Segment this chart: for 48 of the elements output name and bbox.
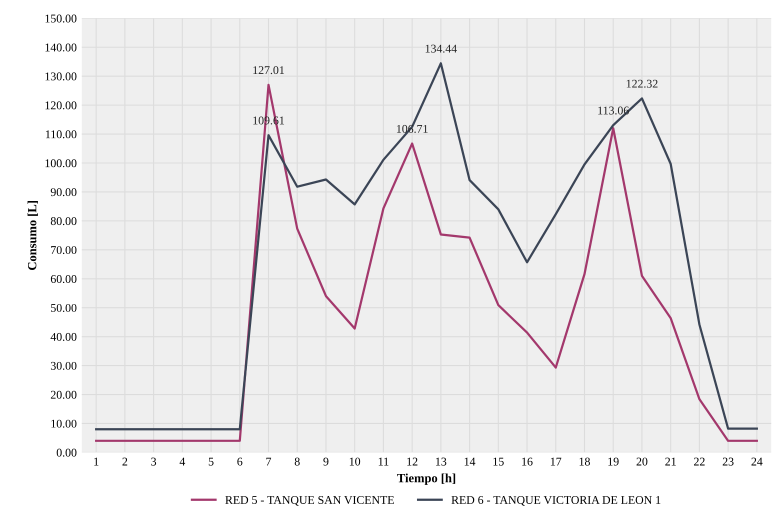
x-tick-label: 24 (751, 458, 763, 466)
y-tick-label: 70.00 (51, 246, 76, 254)
x-tick-label: 6 (237, 458, 242, 466)
x-tick-label: 8 (294, 458, 300, 466)
y-tick-label: 40.00 (50, 332, 76, 341)
y-tick-label: 140.00 (46, 43, 76, 52)
x-tick-label: 19 (608, 458, 619, 466)
x-tick-label: 21 (665, 458, 676, 466)
y-tick-label: 20.00 (50, 390, 76, 399)
x-axis-title: Tiempo [h] (397, 474, 456, 485)
x-tick-label: 2 (122, 458, 128, 466)
x-tick-label: 14 (464, 458, 476, 466)
y-tick-label: 0.00 (56, 448, 76, 457)
y-tick-label: 130.00 (46, 72, 76, 80)
x-tick-label: 22 (694, 458, 705, 466)
x-tick-label: 18 (580, 458, 590, 466)
x-tick-label: 20 (636, 458, 648, 466)
y-tick-label: 80.00 (50, 217, 76, 226)
x-tick-label: 12 (407, 458, 418, 466)
y-tick-label: 10.00 (51, 420, 76, 428)
x-tick-label: 13 (436, 458, 446, 466)
x-tick-label: 5 (208, 458, 214, 466)
x-tick-label: 1 (94, 458, 98, 466)
y-tick-label: 50.00 (51, 304, 76, 312)
x-tick-label: 4 (180, 458, 186, 466)
y-tick-label: 150.00 (46, 14, 76, 23)
x-tick-label: 10 (350, 458, 360, 466)
data-label: 113.06 (598, 106, 629, 115)
x-tick-label: 17 (550, 458, 562, 466)
y-tick-label: 100.00 (46, 159, 76, 168)
data-label: 134.44 (426, 44, 457, 53)
x-tick-label: 11 (378, 458, 388, 466)
x-tick-label: 15 (493, 458, 504, 466)
y-tick-label: 30.00 (50, 362, 76, 370)
y-axis-title: Consumo [L] (28, 201, 38, 270)
x-tick-label: 16 (522, 458, 533, 466)
legend-label: RED 6 - TANQUE VICTORIA DE LEON 1 (451, 496, 660, 506)
x-tick-label: 3 (151, 458, 156, 466)
y-tick-label: 90.00 (50, 188, 76, 196)
data-label: 127.01 (253, 66, 284, 74)
legend-label: RED 5 - TANQUE SAN VICENTE (225, 496, 394, 506)
x-tick-label: 23 (722, 458, 734, 466)
y-tick-label: 120.00 (46, 101, 76, 110)
y-tick-label: 60.00 (50, 275, 76, 284)
data-label: 122.32 (626, 80, 658, 88)
y-tick-label: 110.00 (46, 130, 76, 138)
x-tick-label: 7 (266, 458, 272, 466)
x-tick-label: 9 (323, 458, 328, 466)
